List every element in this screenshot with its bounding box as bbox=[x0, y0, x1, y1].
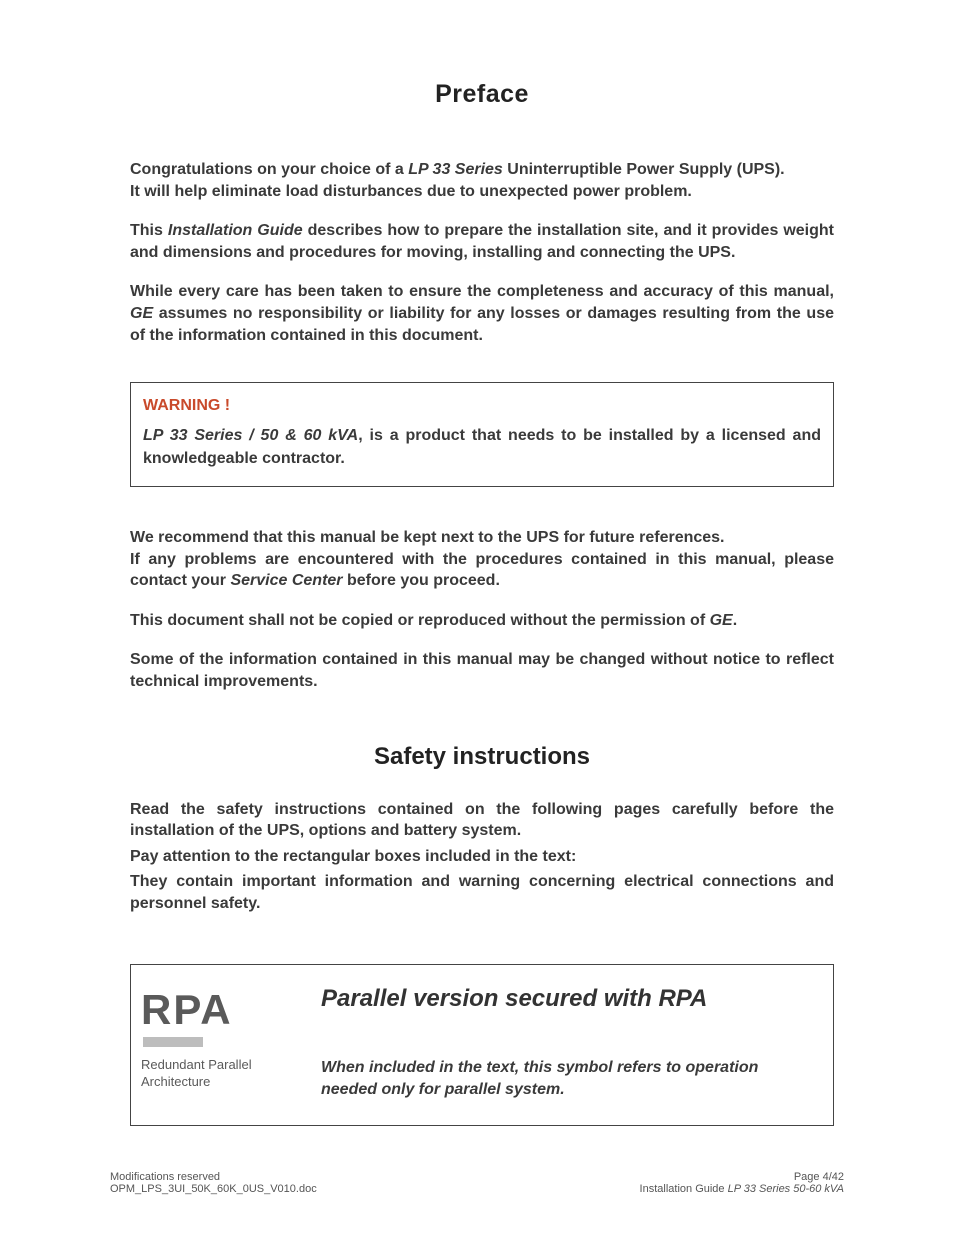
rpa-content: Parallel version secured with RPA When i… bbox=[321, 979, 815, 1100]
rpa-box: RPA Redundant Parallel Architecture Para… bbox=[130, 964, 834, 1125]
text-run: This bbox=[130, 222, 168, 239]
footer-doc-title: Installation Guide LP 33 Series 50-60 kV… bbox=[640, 1183, 844, 1195]
intro-paragraph-3: While every care has been taken to ensur… bbox=[130, 281, 834, 346]
rpa-logo-bar bbox=[143, 1037, 203, 1047]
footer-modifications: Modifications reserved bbox=[110, 1171, 317, 1183]
text-run: This document shall not be copied or rep… bbox=[130, 612, 710, 629]
text-run: Redundant Parallel bbox=[141, 1057, 252, 1072]
text-run: Pay attention to the rectangular boxes i… bbox=[130, 848, 576, 865]
text-run: before you proceed. bbox=[343, 572, 500, 589]
warning-title: WARNING ! bbox=[143, 397, 821, 415]
text-run: Uninterruptible Power Supply (UPS). bbox=[503, 161, 785, 178]
footer-filename: OPM_LPS_3UI_50K_60K_0US_V010.doc bbox=[110, 1183, 317, 1195]
copyright-paragraph: This document shall not be copied or rep… bbox=[130, 610, 834, 632]
change-notice-paragraph: Some of the information contained in thi… bbox=[130, 649, 834, 692]
safety-paragraph: Pay attention to the rectangular boxes i… bbox=[130, 846, 834, 868]
product-name: LP 33 Series bbox=[408, 161, 503, 178]
text-run: LP 33 Series 50-60 kVA bbox=[728, 1183, 844, 1195]
footer-left: Modifications reserved OPM_LPS_3UI_50K_6… bbox=[110, 1171, 317, 1195]
warning-body: LP 33 Series / 50 & 60 kVA, is a product… bbox=[143, 425, 821, 470]
text-run: Installation Guide bbox=[640, 1183, 728, 1195]
rpa-title: Parallel version secured with RPA bbox=[321, 985, 815, 1013]
company-name: GE bbox=[130, 305, 153, 322]
safety-paragraph: They contain important information and w… bbox=[130, 871, 834, 914]
safety-heading: Safety instructions bbox=[130, 743, 834, 771]
text-run: Architecture bbox=[141, 1074, 210, 1089]
footer-page-number: Page 4/42 bbox=[640, 1171, 844, 1183]
safety-paragraph: Read the safety instructions contained o… bbox=[130, 799, 834, 842]
footer-right: Page 4/42 Installation Guide LP 33 Serie… bbox=[640, 1171, 844, 1195]
rpa-logo-text: RPA bbox=[141, 989, 233, 1031]
document-page: Preface Congratulations on your choice o… bbox=[0, 0, 954, 1235]
text-run: We recommend that this manual be kept ne… bbox=[130, 529, 725, 546]
text-run: Read the safety instructions contained o… bbox=[130, 801, 834, 840]
rpa-logo: RPA Redundant Parallel Architecture bbox=[141, 979, 291, 1090]
recommendation-paragraph: We recommend that this manual be kept ne… bbox=[130, 527, 834, 592]
rpa-logo-subtitle: Redundant Parallel Architecture bbox=[141, 1057, 252, 1090]
product-spec: LP 33 Series / 50 & 60 kVA bbox=[143, 427, 358, 444]
text-run: It will help eliminate load disturbances… bbox=[130, 183, 692, 200]
intro-paragraph-1: Congratulations on your choice of a LP 3… bbox=[130, 159, 834, 202]
page-footer: Modifications reserved OPM_LPS_3UI_50K_6… bbox=[110, 1171, 844, 1195]
preface-heading: Preface bbox=[130, 80, 834, 109]
rpa-description: When included in the text, this symbol r… bbox=[321, 1057, 815, 1100]
text-run: While every care has been taken to ensur… bbox=[130, 283, 834, 300]
company-name: GE bbox=[710, 612, 733, 629]
text-run: Congratulations on your choice of a bbox=[130, 161, 408, 178]
text-run: . bbox=[733, 612, 737, 629]
intro-paragraph-2: This Installation Guide describes how to… bbox=[130, 220, 834, 263]
text-run: Some of the information contained in thi… bbox=[130, 651, 834, 690]
text-run: assumes no responsibility or liability f… bbox=[130, 305, 834, 344]
text-run: They contain important information and w… bbox=[130, 873, 834, 912]
warning-box: WARNING ! LP 33 Series / 50 & 60 kVA, is… bbox=[130, 382, 834, 487]
service-center: Service Center bbox=[230, 572, 342, 589]
guide-name: Installation Guide bbox=[168, 222, 303, 239]
